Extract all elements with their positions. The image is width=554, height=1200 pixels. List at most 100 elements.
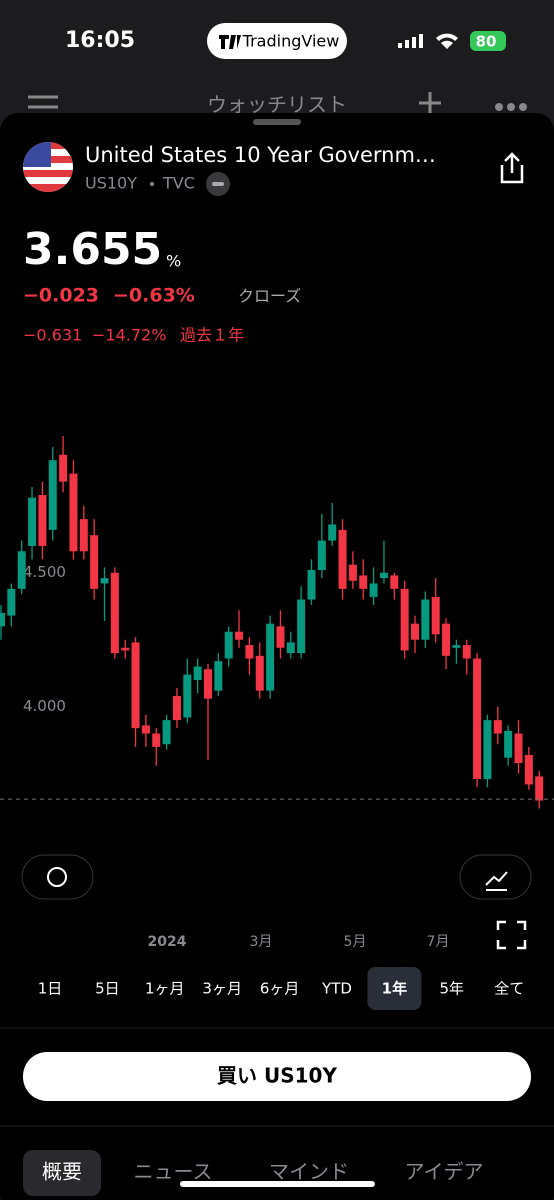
sheet xyxy=(0,113,554,1200)
indicator-button[interactable] xyxy=(459,854,532,900)
candle-body xyxy=(473,658,482,780)
exchange: TVC xyxy=(162,174,195,193)
battery xyxy=(470,31,506,51)
candle-body xyxy=(431,596,440,635)
candle-body xyxy=(359,575,368,589)
y-tick-label: 4.500 xyxy=(23,563,66,581)
range-option[interactable]: 6ヶ月 xyxy=(260,980,300,998)
chart: 4.500 4.000 xyxy=(0,436,554,809)
candle-body xyxy=(214,661,223,691)
candle-body xyxy=(504,730,513,758)
x-label: 7月 xyxy=(427,934,450,950)
wifi xyxy=(436,33,458,49)
candle-body xyxy=(266,623,275,691)
change-pct: −0.63% xyxy=(113,285,195,307)
candle-body xyxy=(131,642,140,729)
candle-body xyxy=(172,696,181,721)
add-icon[interactable] xyxy=(419,92,441,114)
candle-body xyxy=(276,626,285,648)
candle-body xyxy=(110,572,119,654)
y-tick-label: 4.000 xyxy=(23,697,66,715)
candle-body xyxy=(28,497,37,546)
candle-body xyxy=(348,564,357,581)
candle-body xyxy=(141,725,150,734)
candle-body xyxy=(297,599,306,654)
candle-body xyxy=(7,588,16,616)
candle-body xyxy=(317,540,326,571)
candle-body xyxy=(245,645,254,659)
change: −0.023 xyxy=(23,285,99,307)
range-option[interactable]: YTD xyxy=(321,980,352,998)
home-indicator xyxy=(180,1181,375,1187)
buy-button[interactable] xyxy=(23,1052,531,1101)
candle-body xyxy=(38,495,47,546)
market-status: クローズ xyxy=(238,287,301,306)
candle-body xyxy=(514,733,523,764)
range-option[interactable]: 全て xyxy=(494,980,524,998)
dot xyxy=(150,182,154,186)
tab[interactable]: ニュース xyxy=(134,1160,213,1184)
period-change-pct: −14.72% xyxy=(92,326,166,345)
candle-body xyxy=(338,529,347,589)
candle-body xyxy=(421,599,430,640)
candle-body xyxy=(79,519,88,552)
bottom-tabs: 概要 ニュース マインド アイデア xyxy=(23,1150,484,1196)
candle-body xyxy=(0,612,5,627)
candle-body xyxy=(493,720,502,734)
sheet-handle[interactable] xyxy=(253,119,301,125)
range-option[interactable]: 5年 xyxy=(440,980,465,998)
candle-body xyxy=(255,655,264,691)
indicator-icon xyxy=(485,871,508,891)
battery-level: 80 xyxy=(476,33,497,51)
candle-body xyxy=(535,776,544,801)
candle-body xyxy=(69,473,78,552)
candle-body xyxy=(162,720,171,745)
ticker: US10Y xyxy=(85,174,137,193)
candle-body xyxy=(224,631,233,659)
candle-body xyxy=(379,572,388,579)
signal xyxy=(398,34,423,48)
tab-selected xyxy=(23,1150,101,1196)
range-option[interactable]: 1年 xyxy=(382,980,407,998)
range-tabs: 1日 5日 1ヶ月 3ヶ月 6ヶ月 YTD 1年 5年 全て xyxy=(38,967,524,1010)
price: 3.655 xyxy=(23,224,162,275)
candle-body xyxy=(100,578,109,584)
x-label: 5月 xyxy=(344,934,367,950)
candle-body xyxy=(121,647,130,651)
app-logo xyxy=(219,35,241,49)
period-change: −0.631 xyxy=(23,326,82,345)
candle-body xyxy=(235,631,244,640)
range-selected xyxy=(367,967,422,1010)
candle-body xyxy=(204,669,212,699)
candle-body xyxy=(48,460,57,530)
menu-icon xyxy=(28,95,58,109)
candle-body xyxy=(369,583,378,597)
range-option[interactable]: 3ヶ月 xyxy=(202,980,242,998)
range-option[interactable]: 5日 xyxy=(95,980,120,998)
tab[interactable]: アイデア xyxy=(405,1160,484,1184)
nav-title: ウォッチリスト xyxy=(207,93,347,117)
candle-body xyxy=(462,645,471,659)
candle-body xyxy=(307,570,316,600)
price-unit: % xyxy=(166,252,181,271)
candle-body xyxy=(390,575,399,589)
candle-body xyxy=(400,588,409,651)
app-pill xyxy=(207,23,347,59)
share-icon[interactable] xyxy=(500,152,524,184)
fullscreen-icon[interactable] xyxy=(496,920,527,950)
candle-body xyxy=(152,733,161,747)
range-option[interactable]: 1ヶ月 xyxy=(145,980,185,998)
more-icon[interactable] xyxy=(495,103,527,111)
time: 16:05 xyxy=(65,28,135,53)
tab[interactable]: 概要 xyxy=(42,1160,82,1184)
period: 過去１年 xyxy=(180,326,244,345)
status-badge-mark xyxy=(212,182,224,186)
tab[interactable]: マインド xyxy=(269,1160,349,1184)
alert-button[interactable] xyxy=(21,854,94,900)
candle-body xyxy=(411,623,419,640)
candle-body xyxy=(286,642,295,654)
range-option[interactable]: 1日 xyxy=(38,980,63,998)
candle-body xyxy=(59,454,68,482)
